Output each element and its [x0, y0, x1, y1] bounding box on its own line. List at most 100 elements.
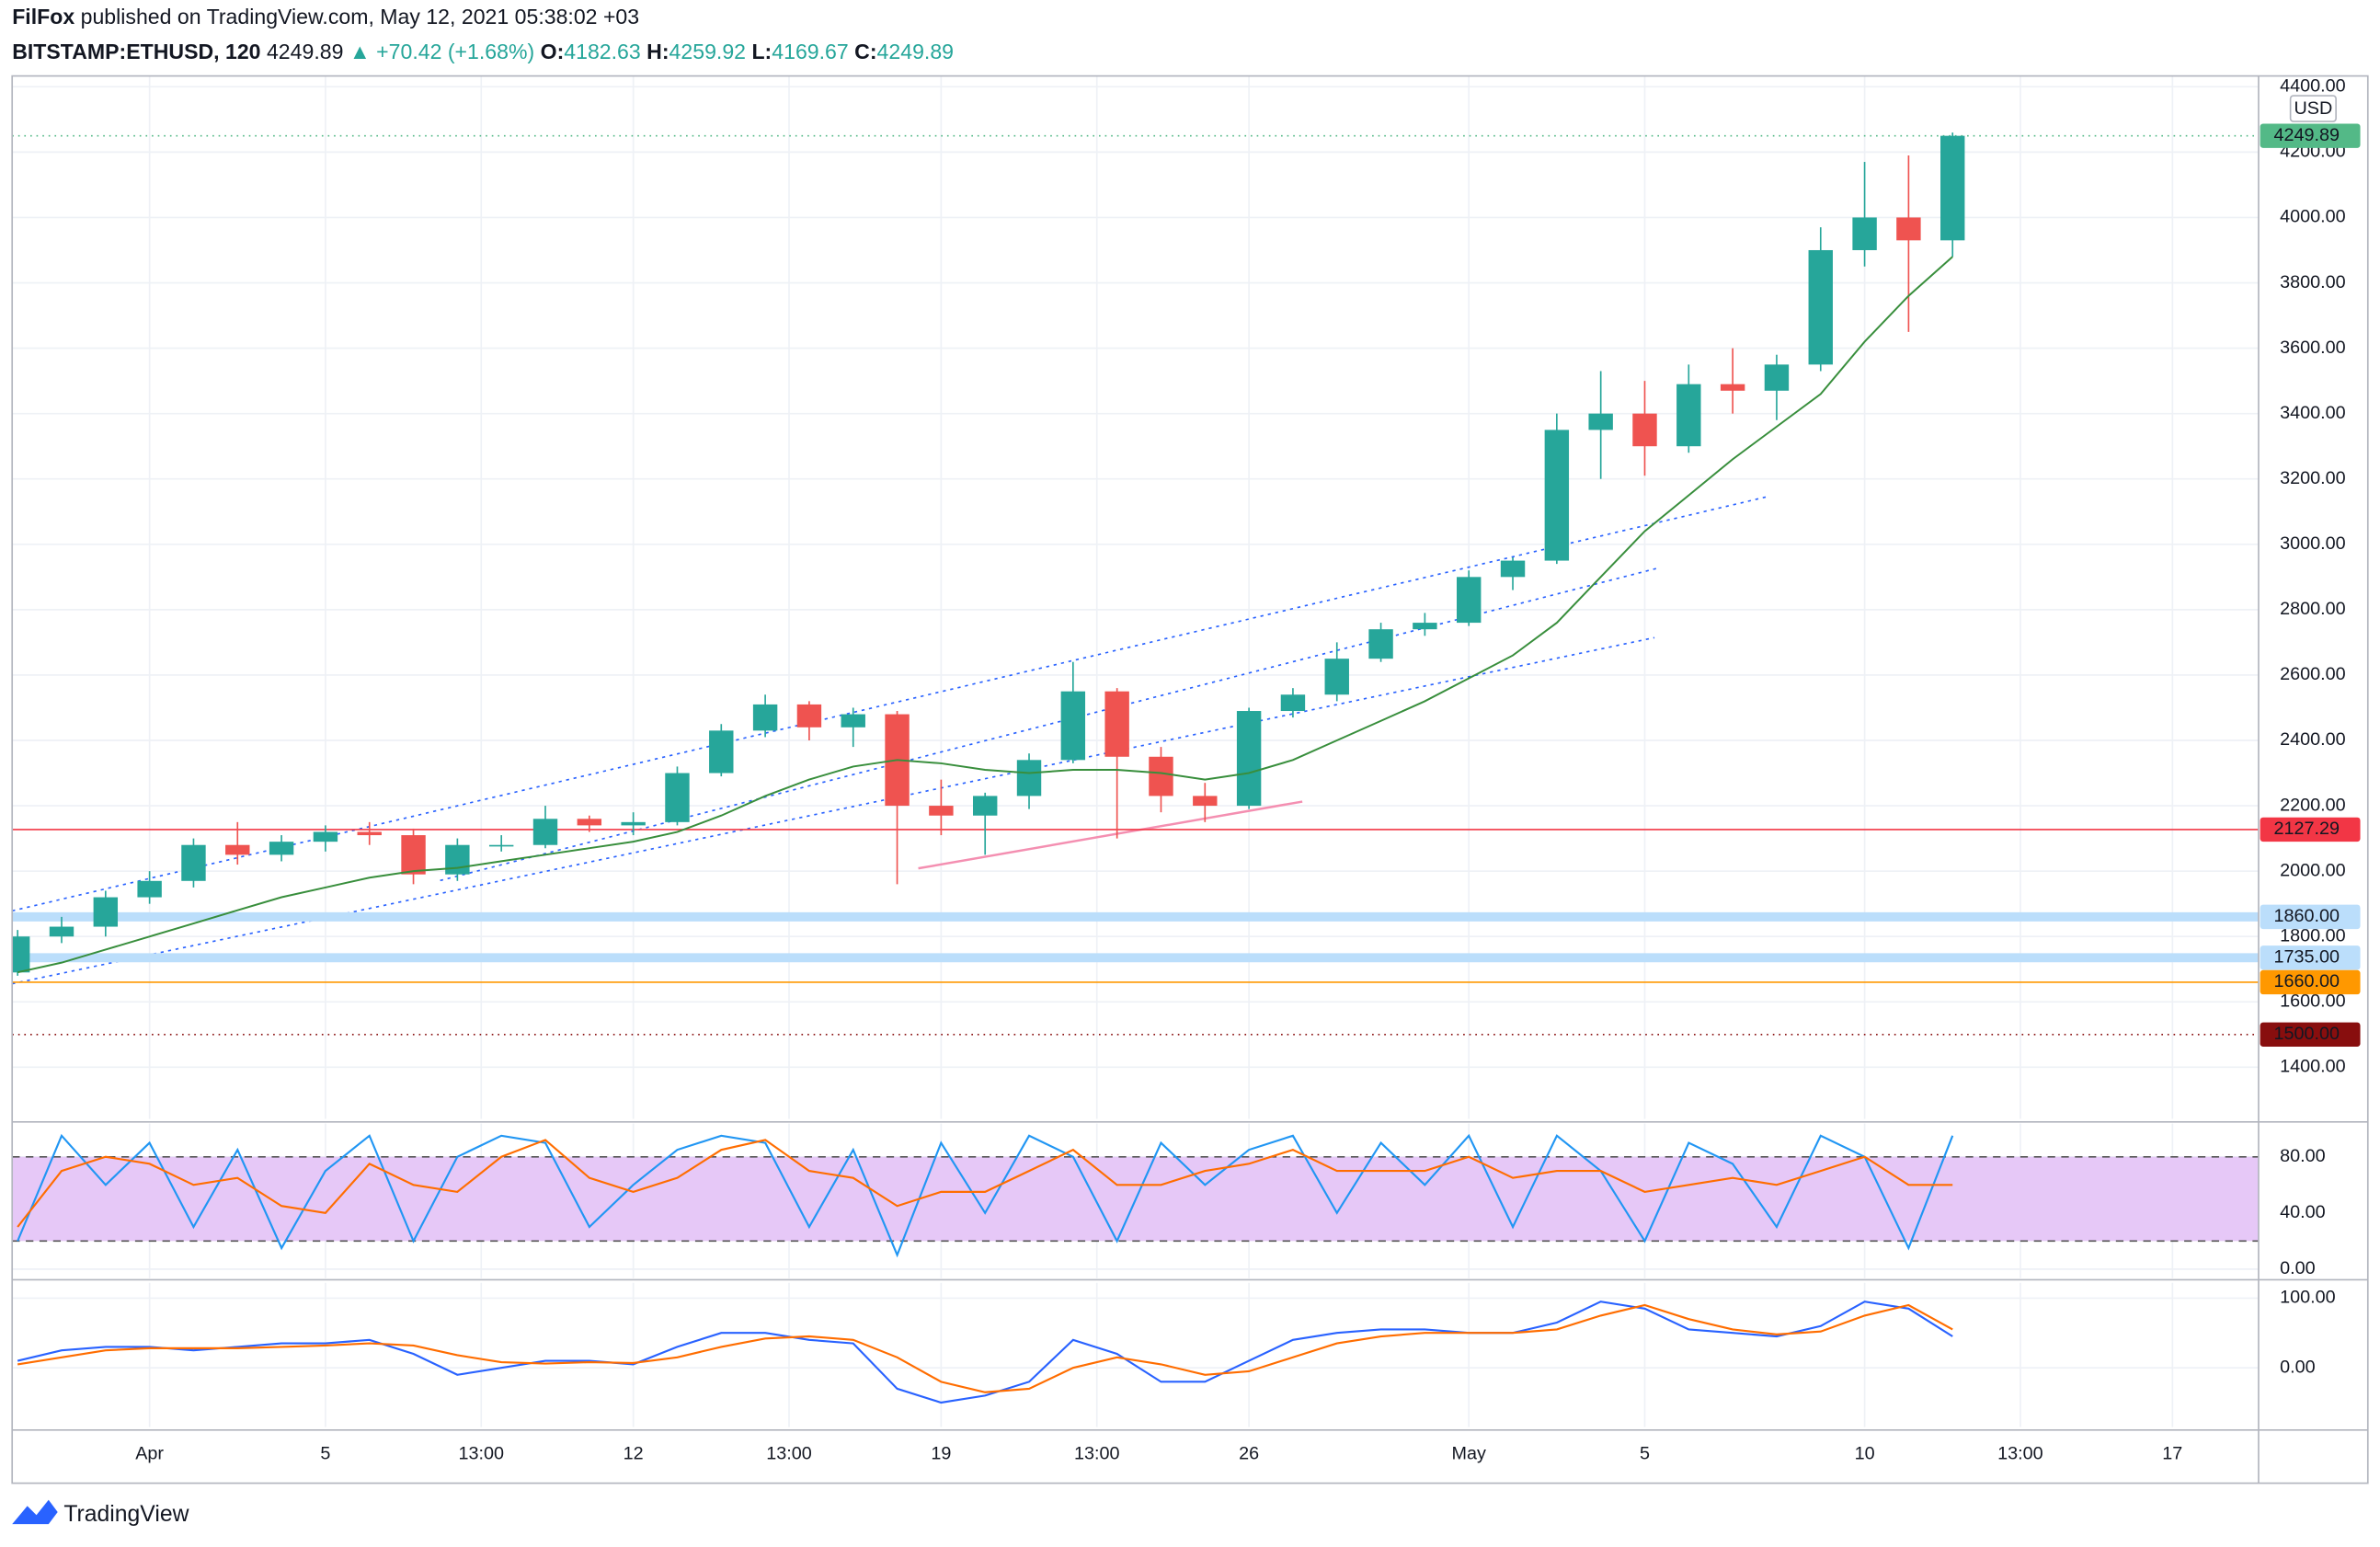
y-tick-label: 2000.00 [2280, 860, 2346, 880]
marks [12, 132, 1965, 976]
candle-body [1413, 623, 1437, 630]
candle-body [665, 773, 690, 822]
x-tick-label: 12 [624, 1443, 644, 1463]
candle-body [93, 897, 119, 927]
c-label: C: [854, 40, 876, 63]
level-label: 4249.89 [2273, 125, 2340, 145]
arrow: ▲ [349, 40, 371, 63]
level-label-box [2260, 969, 2361, 995]
level-label: 1500.00 [2273, 1024, 2340, 1044]
o: 4182.63 [564, 40, 640, 63]
channel-line [12, 495, 1769, 912]
x-tick-label: 26 [1239, 1443, 1259, 1463]
level-label-box [2260, 945, 2361, 970]
candle-body [1149, 756, 1173, 796]
x-tick-label: 13:00 [1997, 1443, 2043, 1463]
y-tick-label: 2200.00 [2280, 795, 2346, 815]
y-tick-label: 100.00 [2280, 1288, 2336, 1308]
candle-body [1368, 629, 1393, 659]
h: 4259.92 [669, 40, 746, 63]
candle-body [1016, 760, 1042, 796]
level-label: 1735.00 [2273, 947, 2340, 968]
y-tick-label: 2800.00 [2280, 599, 2346, 619]
frame [11, 74, 2369, 1484]
candle-body [621, 821, 646, 826]
published: published on TradingView.com, May 12, 20… [81, 5, 640, 29]
candle-body [752, 704, 778, 731]
candle-body [1280, 694, 1306, 712]
candle-body [1544, 430, 1570, 561]
candle-body [841, 714, 865, 728]
candle-body [1764, 364, 1790, 391]
channel-line [12, 636, 1655, 985]
trend-line [918, 800, 1303, 870]
y-tick-label: 4400.00 [2280, 76, 2346, 97]
candle-body [577, 819, 602, 826]
candle-body [1852, 217, 1877, 250]
y-tick-label: 0.00 [2280, 1258, 2316, 1278]
candle-body [972, 796, 998, 816]
candle-body [1720, 384, 1745, 391]
axes: USD [11, 74, 2369, 1484]
y-tick-label: 40.00 [2280, 1202, 2326, 1222]
candle-body [929, 806, 954, 816]
x-tick-label: Apr [135, 1443, 164, 1463]
y-tick-label: 0.00 [2280, 1357, 2316, 1377]
x-tick-label: 19 [931, 1443, 951, 1463]
o-label: O: [541, 40, 565, 63]
candle-body [1457, 577, 1482, 624]
candle-body [488, 844, 514, 847]
candle-body [1193, 796, 1218, 807]
candle-body [225, 844, 250, 855]
l: 4169.67 [772, 40, 848, 63]
candle-body [269, 842, 294, 855]
candle-body [445, 844, 470, 875]
candle-body [796, 704, 822, 728]
level-label-box [2260, 123, 2361, 148]
c: 4249.89 [877, 40, 954, 63]
y-tick-label: 1600.00 [2280, 991, 2346, 1012]
indicator-line [17, 1133, 1954, 1258]
y-tick-label: 3200.00 [2280, 468, 2346, 488]
candle-body [1940, 135, 1965, 241]
x-tick-label: 17 [2162, 1443, 2182, 1463]
logo-mark [12, 1499, 58, 1525]
candle-body [1896, 217, 1921, 241]
level-label: 2127.29 [2273, 819, 2340, 839]
footer-logo: TradingView [12, 1499, 189, 1527]
candle-body [137, 880, 162, 898]
currency-box [2289, 95, 2337, 122]
level-label: 1660.00 [2273, 971, 2340, 991]
candle-body [357, 831, 382, 836]
l-label: L: [751, 40, 772, 63]
channel-line [440, 567, 1660, 882]
level-label-box [2260, 904, 2361, 930]
y-tick-label: 2600.00 [2280, 664, 2346, 684]
level-label-box [2260, 817, 2361, 842]
candle-body [1104, 691, 1129, 757]
candle-body [1632, 413, 1657, 447]
y-tick-label: 3000.00 [2280, 533, 2346, 554]
symbol-line: BITSTAMP:ETHUSD, 120 4249.89 ▲ +70.42 (+… [12, 40, 954, 63]
labels: Apr 5 13:00 12 13:00 19 13:00 26 May 5 10 13:00 17 14… [135, 76, 2361, 1463]
candle-body [313, 831, 338, 842]
x-tick-label: 13:00 [459, 1443, 505, 1463]
moving-average [17, 256, 1953, 974]
y-tick-label: 2400.00 [2280, 729, 2346, 750]
y-tick-label: 1800.00 [2280, 925, 2346, 945]
brand: TradingView [63, 1502, 189, 1527]
candle-body [12, 936, 30, 973]
candle-body [1588, 413, 1613, 430]
candle-body [181, 844, 206, 881]
candle-body [401, 835, 426, 875]
y-tick-label: 80.00 [2280, 1146, 2326, 1166]
h-label: H: [646, 40, 669, 63]
y-tick-label: 3600.00 [2280, 338, 2346, 358]
level-label: 1860.00 [2273, 906, 2340, 926]
candle-body [1324, 659, 1349, 695]
indicators [12, 1133, 2259, 1404]
candle-body [1500, 560, 1526, 578]
x-tick-label: 13:00 [766, 1443, 812, 1463]
